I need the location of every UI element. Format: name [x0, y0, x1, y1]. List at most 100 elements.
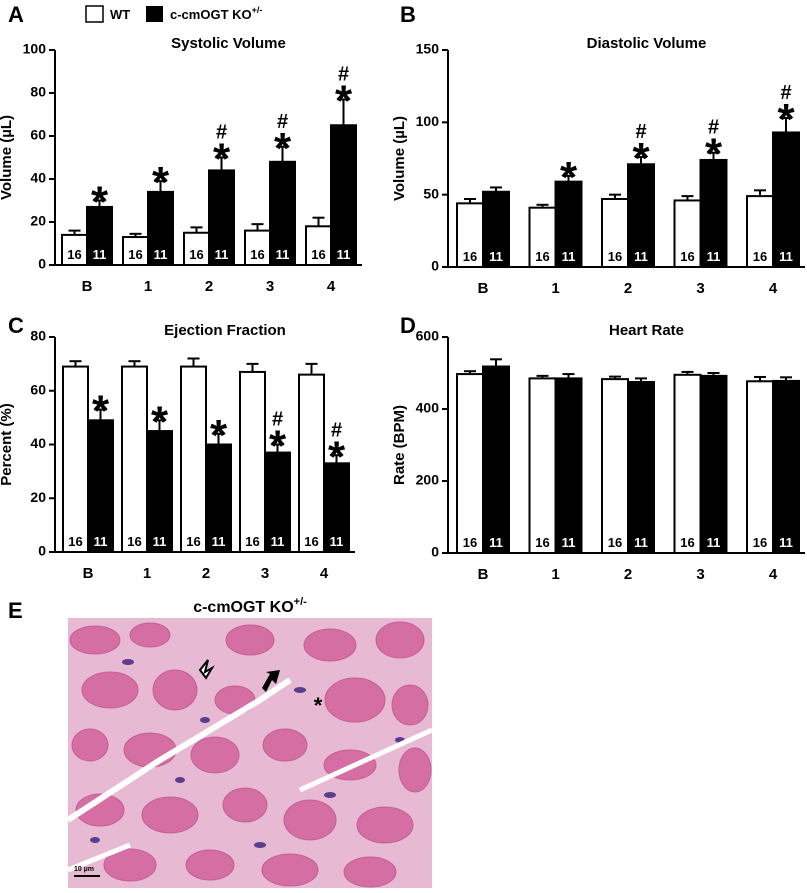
x-tick-label: 4: [769, 566, 778, 583]
x-tick-label: B: [478, 566, 489, 583]
n-label: 11: [562, 249, 576, 264]
bar: [239, 370, 266, 553]
x-tick-label: 4: [327, 278, 336, 295]
legend-label: c-cmOGT KO+/-: [170, 5, 262, 22]
y-tick-label: 60: [30, 127, 46, 143]
x-tick-label: 4: [320, 565, 329, 582]
n-label: 16: [608, 535, 622, 550]
n-label: 16: [535, 535, 549, 550]
x-tick-label: 3: [266, 278, 274, 295]
y-tick-label: 200: [416, 472, 440, 488]
n-label: 11: [212, 534, 226, 549]
bar: [86, 205, 113, 266]
y-tick-label: 20: [30, 489, 46, 505]
y-tick-label: 600: [416, 328, 440, 344]
n-label: 16: [535, 249, 549, 264]
bar: [298, 373, 325, 553]
x-tick-label: 4: [769, 280, 778, 297]
chart-title: Heart Rate: [609, 322, 684, 339]
bar: [746, 380, 774, 554]
significance-star: *: [274, 124, 292, 173]
n-label: 16: [67, 247, 81, 262]
n-label: 16: [608, 249, 622, 264]
bar: [323, 462, 350, 553]
chart-title: Ejection Fraction: [164, 322, 286, 339]
n-label: 11: [215, 247, 229, 262]
significance-hash: #: [216, 122, 227, 144]
panel-letter: C: [8, 313, 24, 338]
n-label: 16: [127, 534, 141, 549]
panel-letter: D: [400, 313, 416, 338]
significance-star: *: [269, 422, 287, 471]
bar: [699, 158, 728, 269]
n-label: 11: [276, 247, 290, 262]
histology-image: [68, 618, 432, 888]
bar: [699, 374, 728, 554]
y-tick-label: 20: [30, 213, 46, 229]
bar: [482, 365, 510, 554]
x-tick-label: 3: [261, 565, 269, 582]
significance-star: *: [213, 135, 231, 184]
y-tick-label: 400: [416, 400, 440, 416]
significance-hash: #: [708, 117, 719, 139]
n-label: 16: [753, 249, 767, 264]
significance-hash: #: [272, 409, 283, 431]
bar: [627, 163, 655, 268]
bar: [554, 180, 583, 268]
x-tick-label: 1: [143, 565, 151, 582]
significance-star: *: [632, 134, 650, 183]
x-tick-label: 3: [696, 566, 704, 583]
legend-superscript: +/-: [252, 5, 263, 15]
significance-hash: #: [338, 63, 349, 85]
y-axis-label: Percent (%): [0, 403, 15, 486]
y-tick-label: 60: [30, 381, 46, 397]
bar: [62, 365, 89, 553]
x-tick-label: 1: [551, 566, 559, 583]
chart-title: Systolic Volume: [171, 35, 286, 52]
x-tick-label: B: [82, 278, 93, 295]
n-label: 11: [271, 534, 285, 549]
significance-star: *: [705, 130, 723, 179]
n-label: 11: [94, 534, 108, 549]
chart-title: Diastolic Volume: [587, 35, 707, 52]
n-label: 11: [337, 247, 351, 262]
n-label: 16: [463, 249, 477, 264]
n-label: 16: [680, 535, 694, 550]
significance-star: *: [151, 397, 169, 446]
y-tick-label: 0: [38, 256, 46, 272]
y-tick-label: 0: [38, 543, 46, 559]
n-label: 16: [311, 247, 325, 262]
image-title-superscript: +/-: [294, 596, 307, 608]
significance-star: *: [328, 432, 346, 481]
image-title: c-cmOGT KO+/-: [193, 596, 307, 616]
n-label: 11: [634, 249, 648, 264]
bar: [456, 373, 484, 554]
significance-star: *: [777, 95, 795, 144]
n-label: 16: [250, 247, 264, 262]
image-title-text: c-cmOGT KO: [193, 599, 293, 616]
y-tick-label: 0: [431, 544, 439, 560]
n-label: 11: [562, 535, 576, 550]
n-label: 16: [189, 247, 203, 262]
bar: [183, 231, 210, 266]
bar: [772, 379, 800, 555]
legend-label: WT: [110, 7, 130, 22]
n-label: 11: [707, 249, 721, 264]
n-label: 16: [245, 534, 259, 549]
x-tick-label: 2: [624, 280, 632, 297]
significance-hash: #: [635, 121, 646, 143]
panel-letter: B: [400, 2, 416, 27]
n-label: 11: [779, 535, 793, 550]
x-tick-label: 2: [205, 278, 213, 295]
bar: [121, 365, 148, 553]
x-tick-label: B: [478, 280, 489, 297]
y-tick-label: 40: [30, 435, 46, 451]
n-label: 11: [93, 247, 107, 262]
y-tick-label: 50: [423, 185, 439, 201]
n-label: 16: [128, 247, 142, 262]
legend-swatch: [146, 6, 163, 22]
significance-star: *: [91, 178, 109, 227]
bar: [205, 443, 232, 553]
n-label: 11: [330, 534, 344, 549]
x-tick-label: 1: [551, 280, 559, 297]
